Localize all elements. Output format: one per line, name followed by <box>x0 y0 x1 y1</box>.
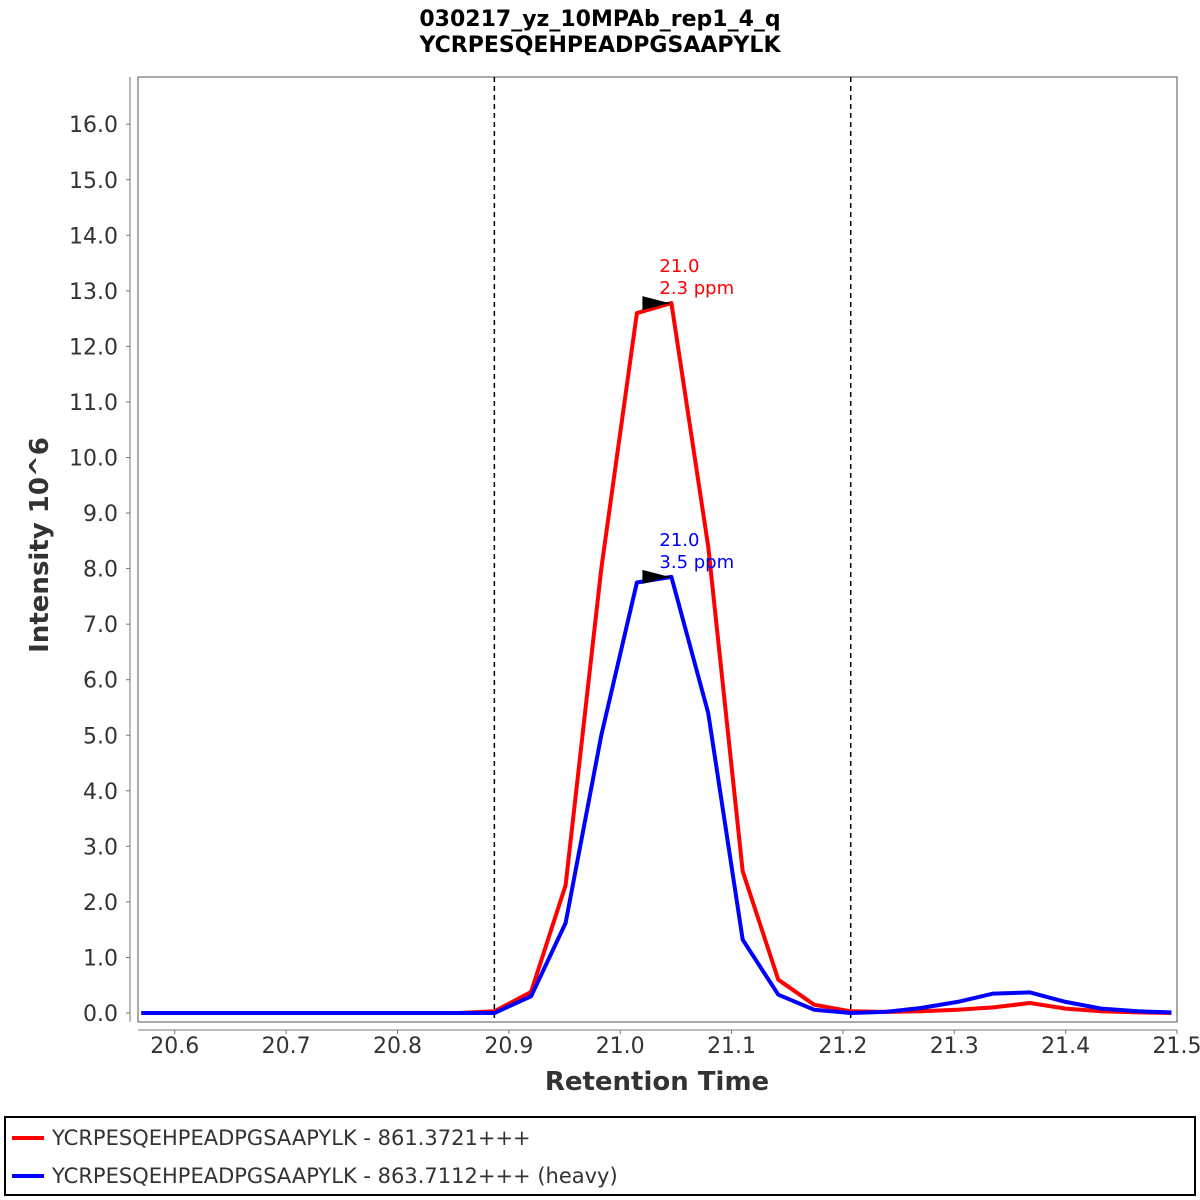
x-tick-label: 20.8 <box>373 1034 422 1059</box>
x-tick-label: 21.5 <box>1153 1034 1200 1059</box>
y-tick-label: 14.0 <box>69 224 118 249</box>
legend: YCRPESQEHPEADPGSAAPYLK - 861.3721+++ YCR… <box>4 1116 1196 1196</box>
y-tick-label: 13.0 <box>69 280 118 305</box>
x-axis-label: Retention Time <box>545 1067 769 1097</box>
x-tick-label: 21.3 <box>930 1034 979 1059</box>
y-tick-label: 4.0 <box>83 780 118 805</box>
x-axis: 20.6 20.7 20.8 20.9 21.0 21.1 21.2 21.3 21.4 21.5 <box>138 1029 1200 1059</box>
legend-label: YCRPESQEHPEADPGSAAPYLK - 861.3721+++ <box>52 1126 531 1150</box>
peak-rt-label: 21.0 <box>659 530 699 551</box>
chart: 030217_yz_10MPAb_rep1_4_q YCRPESQEHPEADP… <box>25 7 1200 1097</box>
x-tick-label: 21.2 <box>818 1034 867 1059</box>
y-tick-label: 8.0 <box>83 558 118 583</box>
chart-subtitle: YCRPESQEHPEADPGSAAPYLK <box>418 33 781 58</box>
legend-item: YCRPESQEHPEADPGSAAPYLK - 861.3721+++ <box>12 1123 531 1153</box>
y-tick-label: 6.0 <box>83 669 118 694</box>
chart-title: 030217_yz_10MPAb_rep1_4_q <box>419 7 780 32</box>
integration-bounds <box>493 77 852 1022</box>
y-axis-label: Intensity 10^6 <box>25 437 55 653</box>
plot-area <box>137 76 1178 1023</box>
y-tick-label: 15.0 <box>69 169 118 194</box>
y-tick-label: 12.0 <box>69 335 118 360</box>
y-tick-label: 1.0 <box>83 946 118 971</box>
peak-ppm-label: 2.3 ppm <box>659 278 734 299</box>
y-tick-label: 3.0 <box>83 835 118 860</box>
x-tick-label: 21.1 <box>707 1034 756 1059</box>
legend-label: YCRPESQEHPEADPGSAAPYLK - 863.7112+++ (he… <box>52 1164 618 1188</box>
x-tick-label: 21.0 <box>596 1034 645 1059</box>
legend-item: YCRPESQEHPEADPGSAAPYLK - 863.7112+++ (he… <box>12 1161 618 1191</box>
y-tick-label: 9.0 <box>83 502 118 527</box>
peak-rt-label: 21.0 <box>659 256 699 277</box>
y-tick-label: 2.0 <box>83 891 118 916</box>
y-axis: 0.0 1.0 2.0 3.0 4.0 5.0 6.0 7.0 8.0 9.0 10.0 11.0 12… <box>69 77 131 1027</box>
x-tick-label: 20.7 <box>262 1034 311 1059</box>
y-tick-label: 7.0 <box>83 613 118 638</box>
peak-ppm-label: 3.5 ppm <box>659 552 734 573</box>
x-tick-label: 21.4 <box>1041 1034 1090 1059</box>
legend-swatch-heavy <box>12 1174 44 1178</box>
x-tick-label: 20.6 <box>150 1034 199 1059</box>
y-tick-label: 5.0 <box>83 724 118 749</box>
y-tick-label: 11.0 <box>69 391 118 416</box>
x-tick-label: 20.9 <box>484 1034 533 1059</box>
y-tick-label: 16.0 <box>69 113 118 138</box>
legend-swatch-light <box>12 1136 44 1140</box>
y-tick-label: 10.0 <box>69 447 118 472</box>
y-tick-label: 0.0 <box>83 1002 118 1027</box>
